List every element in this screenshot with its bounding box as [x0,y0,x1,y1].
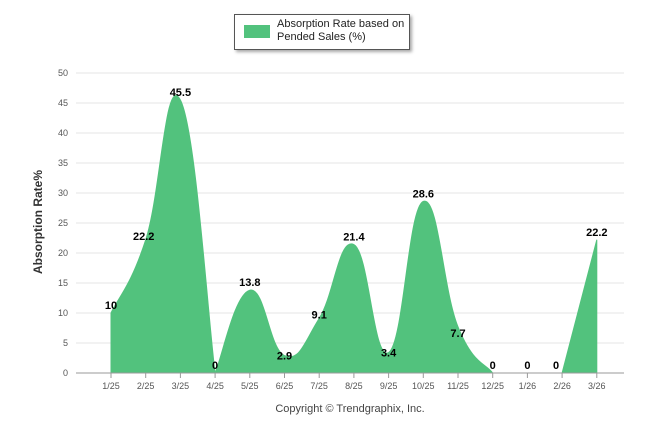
x-tick-label: 3/26 [588,381,606,391]
data-label: 28.6 [413,188,434,200]
x-tick-label: 6/25 [276,381,294,391]
x-tick-label: 2/26 [553,381,571,391]
data-labels: 10 22.2 45.5 0 13.8 2.9 9.1 21.4 3.4 28.6 7.7 0 0 0 22… [105,87,608,372]
data-label: 10 [105,300,117,312]
y-tick-label: 30 [58,188,68,198]
legend-label: Absorption Rate based on Pended Sales (%… [277,18,405,43]
x-tick-label: 10/25 [412,381,435,391]
x-tick-label: 7/25 [310,381,328,391]
x-tick-label: 3/25 [172,381,190,391]
legend: Absorption Rate based on Pended Sales (%… [234,14,410,50]
data-label: 13.8 [239,277,260,289]
x-tick-label: 9/25 [380,381,398,391]
copyright-text: Copyright © Trendgraphix, Inc. [275,403,425,415]
axes: 0 5 10 15 20 25 30 35 40 45 50 1/25 2/25 3/25 4/25 5/25… [58,68,624,391]
y-axis-label: Absorption Rate% [31,169,45,275]
x-tick-label: 1/25 [102,381,120,391]
legend-swatch [244,25,270,38]
y-tick-label: 20 [58,248,68,258]
area-segment [110,95,216,374]
data-label: 45.5 [170,87,191,99]
y-tick-label: 45 [58,98,68,108]
area-series [110,95,598,374]
x-tick-label: 2/25 [137,381,155,391]
y-tick-label: 0 [63,368,68,378]
data-label: 22.2 [133,231,154,243]
y-tick-label: 15 [58,278,68,288]
x-tick-label: 12/25 [481,381,504,391]
data-label: 0 [212,360,218,372]
y-tick-label: 40 [58,128,68,138]
data-label: 7.7 [450,328,465,340]
y-tick-label: 35 [58,158,68,168]
y-tick-label: 25 [58,218,68,228]
data-label: 0 [553,360,559,372]
data-label: 0 [490,360,496,372]
data-label: 3.4 [381,348,397,360]
area-segment [214,200,494,374]
data-label: 9.1 [312,309,327,321]
data-label: 22.2 [586,227,607,239]
x-tick-label: 1/26 [519,381,537,391]
data-label: 21.4 [343,232,365,244]
x-tick-label: 11/25 [447,381,469,391]
x-tick-label: 5/25 [241,381,259,391]
y-tick-label: 5 [63,338,68,348]
data-label: 0 [524,360,530,372]
x-tick-label: 4/25 [206,381,224,391]
area-segment [561,239,598,374]
y-tick-label: 10 [58,308,68,318]
y-tick-label: 50 [58,68,68,78]
data-label: 2.9 [277,351,292,363]
x-tick-label: 8/25 [345,381,363,391]
